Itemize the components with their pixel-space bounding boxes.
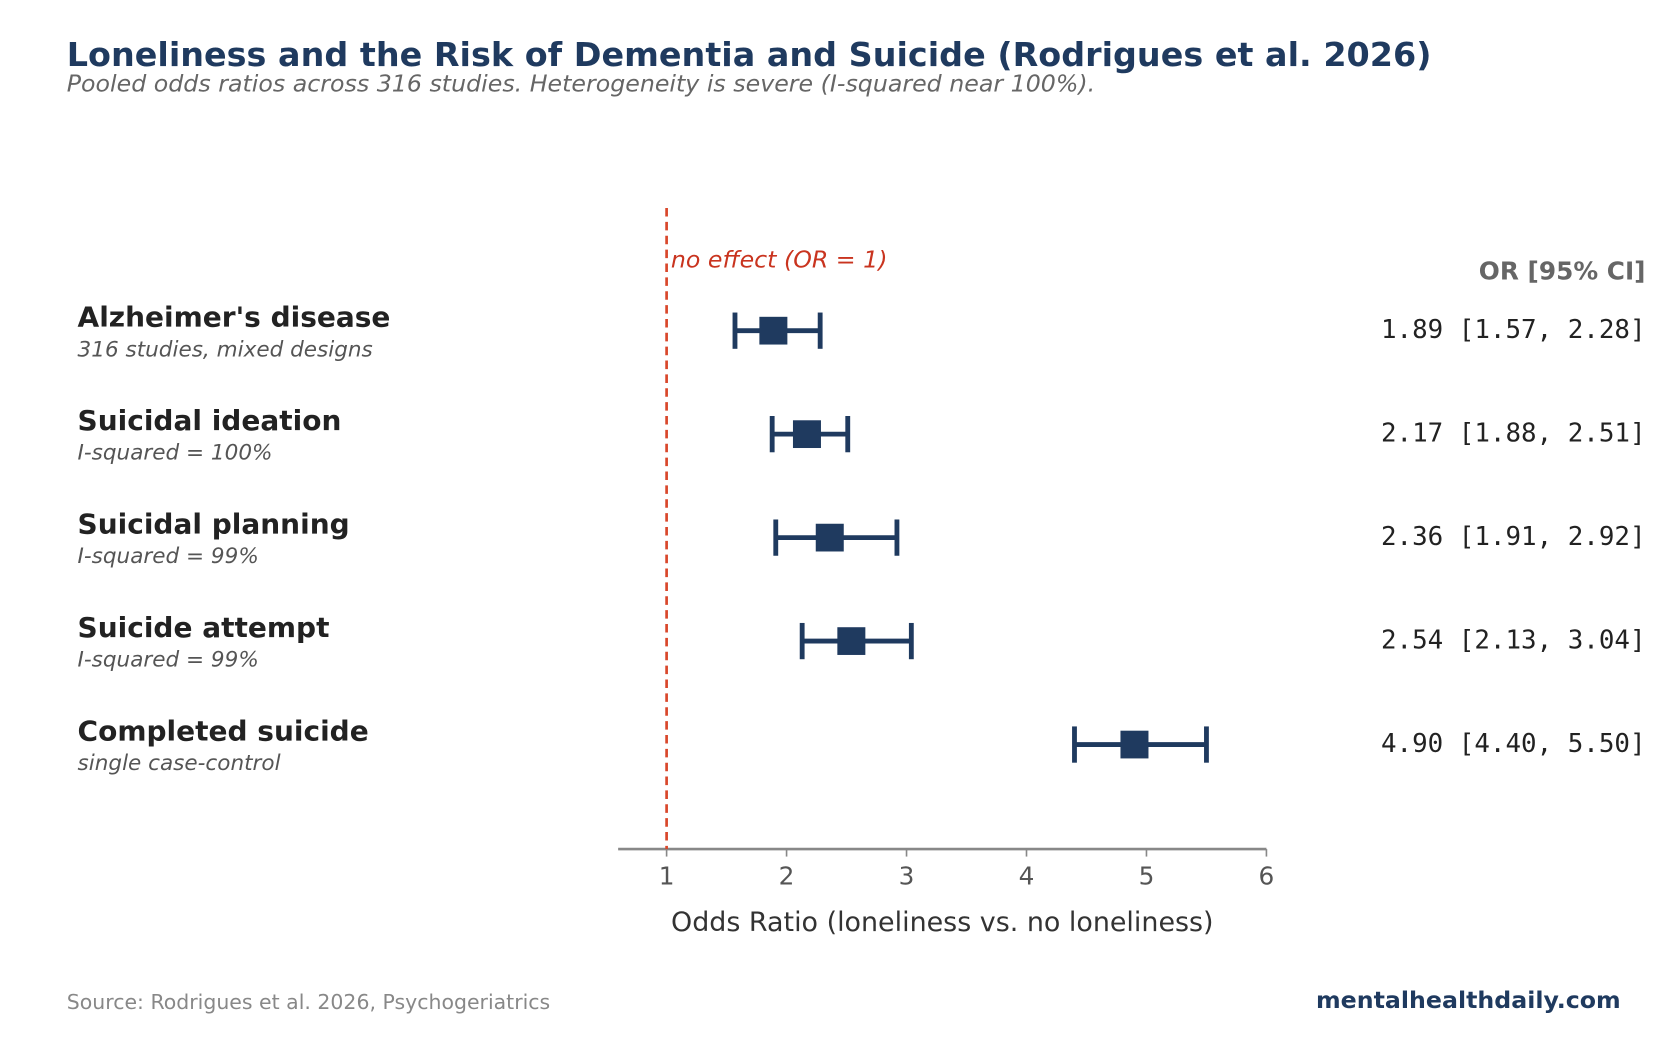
or-marker bbox=[792, 420, 821, 449]
or-marker bbox=[759, 316, 788, 345]
row-note: I-squared = 100% bbox=[77, 439, 273, 466]
x-axis-label: Odds Ratio (loneliness vs. no loneliness… bbox=[671, 907, 1214, 938]
row-label: Suicidal ideation bbox=[77, 405, 342, 438]
x-tick-label: 4 bbox=[1019, 861, 1035, 890]
chart-title: Loneliness and the Risk of Dementia and … bbox=[66, 36, 1432, 75]
row-note: 316 studies, mixed designs bbox=[77, 336, 373, 362]
source-note: Source: Rodrigues et al. 2026, Psychoger… bbox=[66, 990, 551, 1015]
row-note: I-squared = 99% bbox=[77, 542, 259, 569]
row-value: 2.54 [2.13, 3.04] bbox=[1380, 625, 1646, 655]
row-value: 1.89 [1.57, 2.28] bbox=[1380, 314, 1646, 345]
row-note: I-squared = 99% bbox=[77, 646, 259, 673]
row-label: Alzheimer's disease bbox=[77, 301, 391, 334]
row-note: single case-control bbox=[77, 749, 281, 776]
or-marker bbox=[837, 627, 866, 655]
or-marker bbox=[1120, 730, 1149, 759]
row-label: Suicide attempt bbox=[77, 612, 330, 645]
row-label: Completed suicide bbox=[77, 715, 369, 748]
x-tick-label: 1 bbox=[659, 861, 675, 890]
x-tick-label: 2 bbox=[779, 861, 795, 890]
reference-label: no effect (OR = 1) bbox=[671, 246, 888, 274]
x-tick-label: 3 bbox=[899, 861, 915, 890]
brand-label: mentalhealthdaily.com bbox=[1315, 987, 1621, 1015]
or-marker bbox=[815, 523, 844, 552]
row-value: 2.36 [1.91, 2.92] bbox=[1380, 521, 1646, 552]
row-label: Suicidal planning bbox=[77, 508, 350, 541]
row-value: 4.90 [4.40, 5.50] bbox=[1380, 728, 1646, 759]
chart-subtitle: Pooled odds ratios across 316 studies. H… bbox=[66, 71, 1096, 99]
x-tick-label: 6 bbox=[1259, 861, 1275, 890]
value-column-header: OR [95% CI] bbox=[1478, 258, 1646, 286]
row-value: 2.17 [1.88, 2.51] bbox=[1380, 418, 1646, 449]
x-tick-label: 5 bbox=[1139, 861, 1155, 890]
